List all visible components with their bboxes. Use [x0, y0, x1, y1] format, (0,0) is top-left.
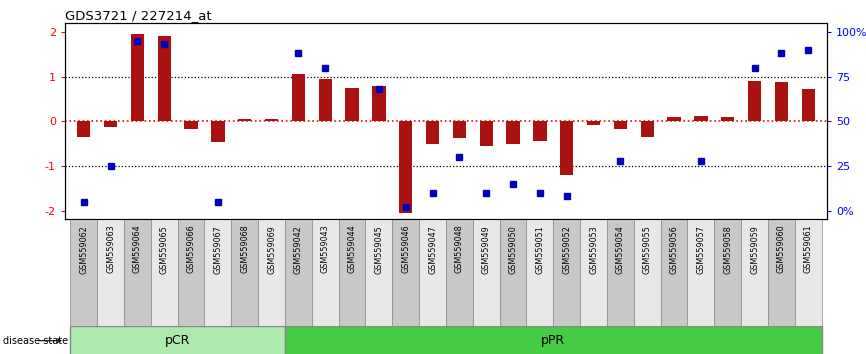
Bar [184, 121, 197, 129]
Bar [319, 79, 332, 121]
Bar [339, 219, 365, 326]
Bar [587, 121, 600, 125]
Bar [231, 219, 258, 326]
Bar [178, 219, 204, 326]
Text: GSM559061: GSM559061 [804, 225, 813, 273]
Bar [70, 219, 97, 326]
Text: GSM559053: GSM559053 [589, 225, 598, 274]
Text: GDS3721 / 227214_at: GDS3721 / 227214_at [65, 9, 211, 22]
Bar [285, 326, 822, 354]
Bar [104, 121, 117, 127]
Bar [641, 121, 654, 137]
Bar [346, 88, 359, 121]
Bar [392, 219, 419, 326]
Text: GSM559058: GSM559058 [723, 225, 733, 274]
Bar [668, 117, 681, 121]
Bar [426, 121, 439, 144]
Bar [695, 116, 708, 121]
Bar [292, 74, 305, 121]
Bar [285, 219, 312, 326]
Bar [634, 219, 661, 326]
Bar [714, 219, 741, 326]
Bar [748, 81, 761, 121]
Text: GSM559048: GSM559048 [455, 225, 464, 273]
Text: GSM559042: GSM559042 [294, 225, 303, 274]
Text: GSM559067: GSM559067 [213, 225, 223, 274]
Bar [258, 219, 285, 326]
Text: disease state: disease state [3, 336, 68, 346]
Bar [419, 219, 446, 326]
Text: GSM559056: GSM559056 [669, 225, 679, 274]
Bar [661, 219, 688, 326]
Bar [70, 326, 285, 354]
Bar [399, 121, 412, 213]
Bar [553, 219, 580, 326]
Bar [131, 34, 144, 121]
Bar [372, 86, 385, 121]
Bar [533, 121, 546, 141]
Bar [500, 219, 527, 326]
Text: GSM559052: GSM559052 [562, 225, 572, 274]
Bar [151, 219, 178, 326]
Bar [560, 121, 573, 175]
Bar [527, 219, 553, 326]
Text: pCR: pCR [165, 334, 191, 347]
Bar [688, 219, 714, 326]
Text: GSM559055: GSM559055 [643, 225, 652, 274]
Bar [446, 219, 473, 326]
Bar [77, 121, 90, 137]
Text: GSM559059: GSM559059 [750, 225, 759, 274]
Bar [580, 219, 607, 326]
Bar [265, 119, 278, 121]
Text: GSM559065: GSM559065 [159, 225, 169, 274]
Bar [97, 219, 124, 326]
Bar [124, 219, 151, 326]
Bar [802, 89, 815, 121]
Text: GSM559066: GSM559066 [186, 225, 196, 273]
Bar [507, 121, 520, 144]
Text: GSM559054: GSM559054 [616, 225, 625, 274]
Bar [480, 121, 493, 146]
Text: GSM559068: GSM559068 [240, 225, 249, 273]
Bar [211, 121, 224, 142]
Bar [453, 121, 466, 138]
Text: GSM559045: GSM559045 [374, 225, 384, 274]
Bar [365, 219, 392, 326]
Bar [768, 219, 795, 326]
Text: GSM559047: GSM559047 [428, 225, 437, 274]
Text: GSM559049: GSM559049 [481, 225, 491, 274]
Text: pPR: pPR [541, 334, 565, 347]
Bar [614, 121, 627, 129]
Bar [721, 117, 734, 121]
Text: GSM559060: GSM559060 [777, 225, 786, 273]
Text: GSM559057: GSM559057 [696, 225, 706, 274]
Bar [312, 219, 339, 326]
Bar [158, 35, 171, 121]
Text: GSM559064: GSM559064 [132, 225, 142, 273]
Bar [473, 219, 500, 326]
Bar [607, 219, 634, 326]
Bar [775, 82, 788, 121]
Text: GSM559051: GSM559051 [535, 225, 545, 274]
Text: GSM559063: GSM559063 [106, 225, 115, 273]
Bar [741, 219, 768, 326]
Bar [204, 219, 231, 326]
Text: GSM559046: GSM559046 [401, 225, 410, 273]
Text: GSM559069: GSM559069 [267, 225, 276, 274]
Bar [238, 119, 251, 121]
Text: GSM559044: GSM559044 [347, 225, 357, 273]
Text: GSM559062: GSM559062 [79, 225, 88, 274]
Text: GSM559050: GSM559050 [508, 225, 518, 274]
Text: GSM559043: GSM559043 [320, 225, 330, 273]
Bar [795, 219, 822, 326]
